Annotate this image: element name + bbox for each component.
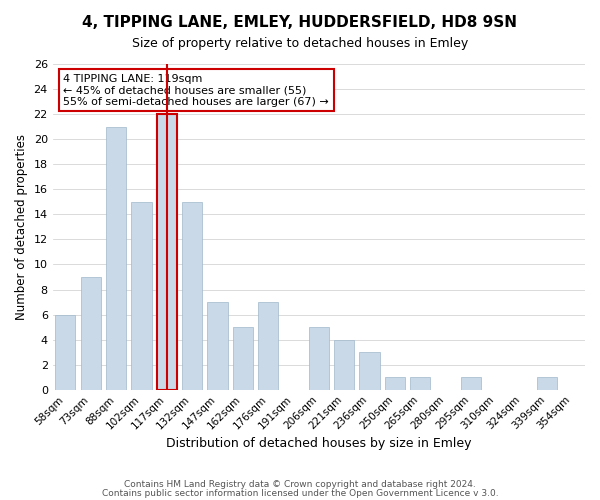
Text: Size of property relative to detached houses in Emley: Size of property relative to detached ho… [132,38,468,51]
Text: Contains HM Land Registry data © Crown copyright and database right 2024.: Contains HM Land Registry data © Crown c… [124,480,476,489]
Bar [55,314,76,390]
Bar [182,202,202,390]
Bar [334,340,355,390]
Bar [207,302,227,390]
Text: 4 TIPPING LANE: 119sqm
← 45% of detached houses are smaller (55)
55% of semi-det: 4 TIPPING LANE: 119sqm ← 45% of detached… [64,74,329,107]
Bar [80,277,101,390]
Bar [537,377,557,390]
Bar [233,327,253,390]
Bar [308,327,329,390]
Text: 4, TIPPING LANE, EMLEY, HUDDERSFIELD, HD8 9SN: 4, TIPPING LANE, EMLEY, HUDDERSFIELD, HD… [83,15,517,30]
Bar [157,114,177,390]
Y-axis label: Number of detached properties: Number of detached properties [15,134,28,320]
Bar [385,377,405,390]
Bar [461,377,481,390]
Bar [359,352,380,390]
Text: Contains public sector information licensed under the Open Government Licence v : Contains public sector information licen… [101,489,499,498]
Bar [131,202,152,390]
Bar [106,126,126,390]
Bar [410,377,430,390]
X-axis label: Distribution of detached houses by size in Emley: Distribution of detached houses by size … [166,437,472,450]
Bar [258,302,278,390]
